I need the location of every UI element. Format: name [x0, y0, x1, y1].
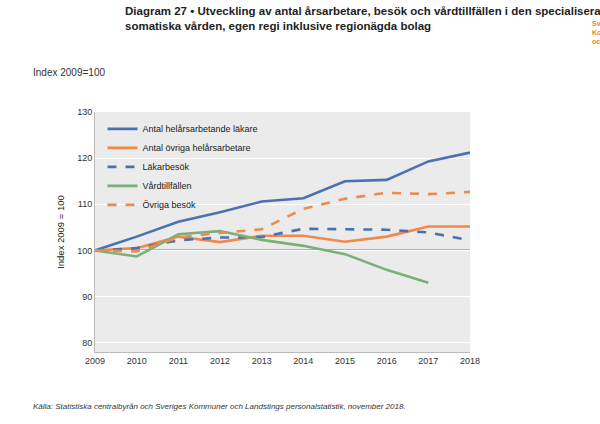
svg-text:110: 110 — [78, 199, 92, 209]
svg-text:Läkarbesök: Läkarbesök — [143, 162, 190, 172]
svg-text:90: 90 — [82, 292, 92, 302]
svg-text:Index 2009 = 100: Index 2009 = 100 — [55, 195, 66, 269]
svg-text:Index 2009=100: Index 2009=100 — [33, 67, 105, 78]
svg-text:Diagram 27 • Utveckling av ant: Diagram 27 • Utveckling av antal årsarbe… — [125, 5, 600, 32]
svg-text:2011: 2011 — [169, 356, 188, 366]
svg-text:100: 100 — [77, 246, 92, 256]
svg-text:SverigesKommuneroch Landsting: SverigesKommuneroch Landsting — [592, 20, 600, 46]
svg-text:2012: 2012 — [210, 356, 230, 366]
svg-text:80: 80 — [82, 338, 92, 348]
svg-text:Källa: Statistiska centralbyrå: Källa: Statistiska centralbyrån och Sver… — [33, 402, 406, 411]
svg-text:2013: 2013 — [252, 356, 272, 366]
svg-text:2015: 2015 — [335, 356, 355, 366]
svg-text:Antal helårsarbetande läkare: Antal helårsarbetande läkare — [143, 124, 258, 134]
svg-text:2016: 2016 — [377, 356, 397, 366]
svg-text:130: 130 — [77, 107, 92, 117]
svg-text:2014: 2014 — [293, 356, 313, 366]
svg-text:2018: 2018 — [460, 356, 480, 366]
svg-text:2017: 2017 — [418, 356, 438, 366]
svg-text:Antal övriga helårsarbetare: Antal övriga helårsarbetare — [143, 143, 251, 153]
svg-text:2009: 2009 — [85, 356, 105, 366]
svg-text:Vårdtillfällen: Vårdtillfällen — [143, 181, 192, 191]
svg-text:120: 120 — [77, 153, 92, 163]
svg-text:Övriga besök: Övriga besök — [143, 200, 197, 210]
svg-text:2010: 2010 — [127, 356, 147, 366]
